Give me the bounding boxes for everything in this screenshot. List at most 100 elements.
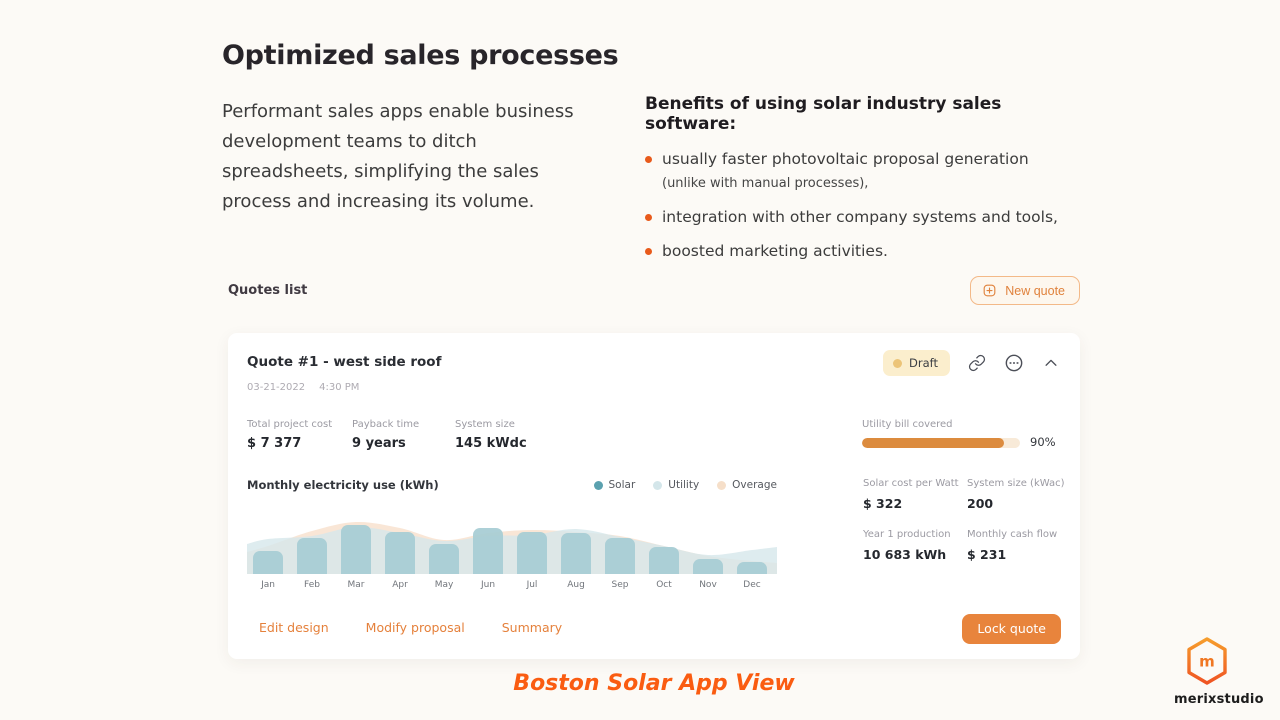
quotes-list-label: Quotes list (228, 283, 308, 298)
benefit-note: (unlike with manual processes), (662, 176, 869, 191)
stat-label: System size (455, 419, 515, 430)
month-label: Jun (480, 580, 496, 590)
quote-header-actions: Draft (883, 350, 1061, 376)
status-badge: Draft (883, 350, 950, 376)
hexagon-logo-icon: m (1183, 637, 1231, 691)
intro-paragraph: Performant sales apps enable business de… (222, 101, 574, 212)
side-stat-label: Monthly cash flow (967, 529, 1058, 540)
chart-bar-nov (693, 559, 723, 574)
benefit-item: boosted marketing activities. (645, 241, 1095, 262)
status-label: Draft (909, 356, 938, 370)
legend-label: Solar (608, 479, 636, 491)
side-stat-label: System size (kWac) (967, 478, 1065, 489)
legend-label: Overage (732, 479, 777, 491)
lock-quote-button[interactable]: Lock quote (962, 614, 1061, 644)
quote-card: Quote #1 - west side roof 03-21-2022 4:3… (228, 333, 1080, 659)
month-label: Jan (261, 580, 275, 590)
stat-value: 145 kWdc (455, 436, 527, 451)
stat-value: $ 7 377 (247, 436, 302, 451)
benefit-item: integration with other company systems a… (645, 207, 1095, 228)
month-label: Nov (699, 580, 717, 590)
link-icon[interactable] (967, 353, 987, 373)
benefits-section: Benefits of using solar industry sales s… (645, 94, 1095, 275)
legend-item-solar: Solar (593, 479, 636, 491)
plus-square-icon (982, 283, 997, 298)
month-label: Jul (526, 580, 538, 590)
chart-bar-dec (737, 562, 767, 574)
month-label: Sep (611, 580, 629, 590)
image-caption: Boston Solar App View (513, 671, 795, 696)
chart-bar-may (429, 544, 459, 574)
legend-dot-icon (593, 480, 603, 490)
chart-plot (247, 510, 777, 574)
modify-proposal-link[interactable]: Modify proposal (365, 620, 465, 635)
stat-value: 9 years (352, 436, 406, 451)
utility-bill-label: Utility bill covered (862, 419, 953, 430)
side-stat-value: $ 322 (863, 496, 903, 511)
utility-percent: 90% (1030, 435, 1056, 449)
chart-bar-oct (649, 547, 679, 574)
stat-total-project-cost: Total project cost $ 7 377 (247, 419, 332, 451)
side-stat-label: Year 1 production (863, 529, 951, 540)
benefits-heading: Benefits of using solar industry sales s… (645, 94, 1002, 134)
chart-bar-jul (517, 532, 547, 574)
chart-header: Monthly electricity use (kWh) Solar Util… (247, 478, 777, 492)
stat-system-size: System size 145 kWdc (455, 419, 527, 451)
chart-bar-sep (605, 538, 635, 574)
logo-letter: m (1199, 653, 1215, 671)
quote-datetime: 03-21-2022 4:30 PM (247, 382, 359, 393)
benefit-item: usually faster photovoltaic proposal gen… (645, 149, 1095, 194)
stat-payback-time: Payback time 9 years (352, 419, 419, 451)
summary-link[interactable]: Summary (501, 620, 563, 635)
utility-progress-bar (862, 438, 1020, 448)
bullet-icon (645, 214, 652, 221)
chevron-up-icon[interactable] (1041, 353, 1061, 373)
more-options-icon[interactable] (1004, 353, 1024, 373)
chart-title: Monthly electricity use (kWh) (247, 478, 439, 492)
legend-label: Utility (668, 479, 700, 491)
merixstudio-logo: m merixstudio (1174, 635, 1264, 707)
monthly-electricity-chart: Jan Feb Mar Apr May Jun Jul Aug Sep Oct Nov Dec (247, 510, 777, 594)
chart-bar-feb (297, 538, 327, 574)
month-label: Oct (656, 580, 672, 590)
side-stat-value: $ 231 (967, 547, 1007, 562)
new-quote-label: New quote (1005, 283, 1065, 298)
chart-bar-aug (561, 533, 591, 574)
legend-item-utility: Utility (653, 479, 699, 491)
side-stat-value: 10 683 kWh (863, 547, 947, 562)
chart-bar-mar (341, 525, 371, 574)
month-label: Aug (567, 580, 585, 590)
chart-bar-jan (253, 551, 283, 574)
month-label: May (434, 580, 454, 590)
benefit-text: usually faster photovoltaic proposal gen… (662, 150, 1029, 168)
logo-wordmark: merixstudio (1174, 692, 1264, 707)
legend-dot-icon (653, 480, 663, 490)
month-label: Feb (304, 580, 320, 590)
side-stat-label: Solar cost per Watt (863, 478, 959, 489)
chart-bar-jun (473, 528, 503, 574)
month-label: Mar (347, 580, 365, 590)
new-quote-button[interactable]: New quote (970, 276, 1080, 305)
chart-bar-apr (385, 532, 415, 574)
side-stat-value: 200 (967, 496, 994, 511)
quote-title: Quote #1 - west side roof (247, 354, 442, 370)
quote-date: 03-21-2022 (247, 382, 306, 393)
benefit-text: integration with other company systems a… (662, 208, 1058, 226)
month-label: Dec (743, 580, 761, 590)
utility-progress-fill (862, 438, 1005, 448)
month-label: Apr (392, 580, 408, 590)
bullet-icon (645, 248, 652, 255)
stat-label: Payback time (352, 419, 420, 430)
page-title: Optimized sales processes (222, 40, 619, 71)
benefit-text: boosted marketing activities. (662, 242, 888, 260)
quote-time: 4:30 PM (319, 382, 360, 393)
edit-design-link[interactable]: Edit design (259, 620, 329, 635)
legend-item-overage: Overage (717, 479, 777, 491)
quotes-header: Quotes list New quote (228, 276, 1080, 305)
chart-legend: Solar Utility Overage (593, 479, 777, 491)
card-actions: Edit design Modify proposal Summary (259, 620, 562, 635)
status-dot-icon (893, 358, 902, 368)
bullet-icon (645, 156, 652, 163)
legend-dot-icon (717, 480, 727, 490)
